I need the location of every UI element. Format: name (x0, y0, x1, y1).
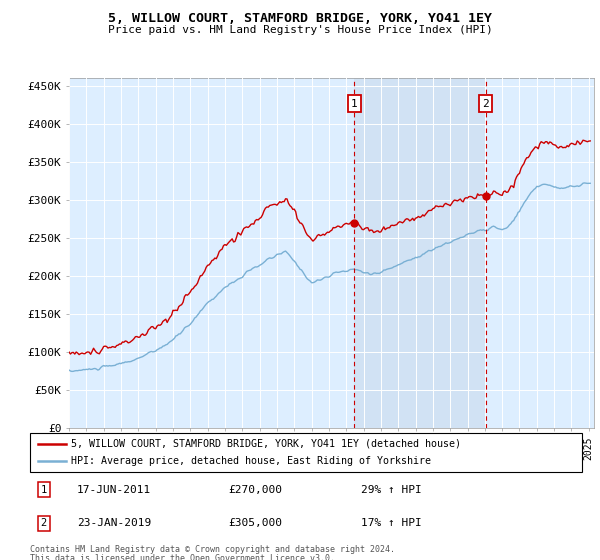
Text: £270,000: £270,000 (229, 484, 283, 494)
Text: HPI: Average price, detached house, East Riding of Yorkshire: HPI: Average price, detached house, East… (71, 456, 431, 466)
Text: 29% ↑ HPI: 29% ↑ HPI (361, 484, 422, 494)
Text: 17% ↑ HPI: 17% ↑ HPI (361, 518, 422, 528)
Text: Price paid vs. HM Land Registry's House Price Index (HPI): Price paid vs. HM Land Registry's House … (107, 25, 493, 35)
Bar (354, 78, 486, 428)
Text: 2: 2 (482, 99, 489, 109)
Text: 23-JAN-2019: 23-JAN-2019 (77, 518, 151, 528)
Text: 1: 1 (41, 484, 47, 494)
Text: Contains HM Land Registry data © Crown copyright and database right 2024.: Contains HM Land Registry data © Crown c… (30, 545, 395, 554)
Text: 5, WILLOW COURT, STAMFORD BRIDGE, YORK, YO41 1EY (detached house): 5, WILLOW COURT, STAMFORD BRIDGE, YORK, … (71, 438, 461, 449)
Text: This data is licensed under the Open Government Licence v3.0.: This data is licensed under the Open Gov… (30, 554, 335, 560)
Text: 5, WILLOW COURT, STAMFORD BRIDGE, YORK, YO41 1EY: 5, WILLOW COURT, STAMFORD BRIDGE, YORK, … (108, 12, 492, 25)
Text: 17-JUN-2011: 17-JUN-2011 (77, 484, 151, 494)
Text: £305,000: £305,000 (229, 518, 283, 528)
Text: 2: 2 (41, 518, 47, 528)
Text: 1: 1 (351, 99, 358, 109)
